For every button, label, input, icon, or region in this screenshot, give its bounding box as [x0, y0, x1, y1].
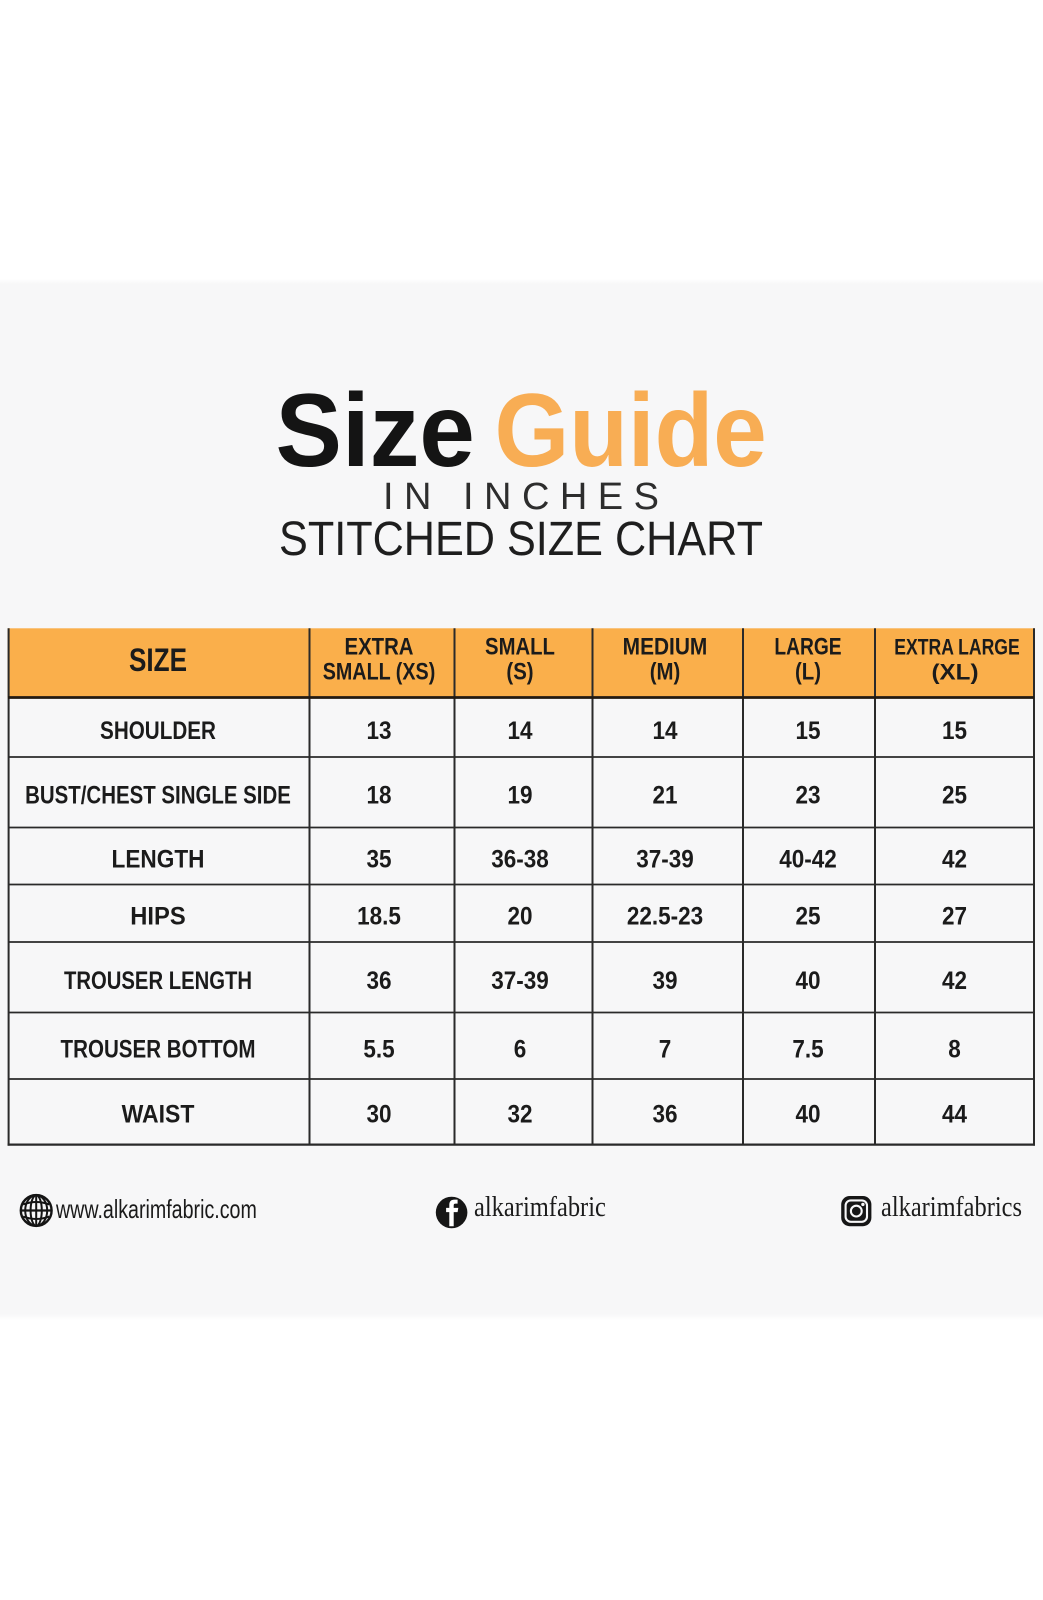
svg-text:42: 42 [942, 967, 967, 995]
svg-text:13: 13 [366, 717, 391, 745]
svg-text:TROUSER LENGTH: TROUSER LENGTH [64, 966, 252, 995]
svg-text:20: 20 [507, 902, 532, 930]
svg-text:LENGTH: LENGTH [112, 845, 205, 873]
svg-text:18.5: 18.5 [357, 902, 401, 930]
svg-text:5.5: 5.5 [363, 1035, 394, 1063]
svg-text:Size: Size [276, 372, 475, 488]
svg-text:IN INCHES: IN INCHES [383, 476, 659, 518]
svg-text:35: 35 [366, 845, 391, 873]
svg-text:39: 39 [652, 967, 677, 995]
svg-text:HIPS: HIPS [130, 903, 185, 931]
svg-text:40: 40 [795, 967, 820, 995]
svg-text:32: 32 [507, 1100, 532, 1128]
svg-text:44: 44 [942, 1100, 968, 1128]
svg-text:STITCHED SIZE CHART: STITCHED SIZE CHART [279, 512, 763, 566]
svg-text:25: 25 [942, 781, 967, 809]
svg-text:15: 15 [942, 717, 967, 745]
svg-text:36: 36 [652, 1100, 677, 1128]
svg-text:21: 21 [652, 781, 677, 809]
svg-text:18: 18 [366, 781, 391, 809]
svg-text:SMALL (XS): SMALL (XS) [323, 658, 436, 685]
svg-text:30: 30 [366, 1100, 391, 1128]
svg-text:(L): (L) [795, 658, 821, 685]
svg-text:37-39: 37-39 [491, 967, 549, 995]
svg-text:SIZE: SIZE [129, 644, 187, 679]
svg-text:27: 27 [942, 902, 967, 930]
svg-text:EXTRA LARGE: EXTRA LARGE [894, 636, 1019, 660]
svg-text:(S): (S) [506, 658, 533, 685]
svg-text:WAIST: WAIST [122, 1101, 195, 1129]
svg-text:7: 7 [659, 1035, 672, 1063]
svg-text:(XL): (XL) [931, 660, 978, 685]
svg-text:SHOULDER: SHOULDER [100, 716, 216, 744]
svg-text:36-38: 36-38 [491, 845, 549, 873]
svg-text:MEDIUM: MEDIUM [623, 633, 708, 660]
svg-text:14: 14 [652, 717, 678, 745]
svg-text:6: 6 [514, 1035, 527, 1063]
svg-text:40: 40 [795, 1100, 820, 1128]
svg-text:14: 14 [507, 717, 533, 745]
svg-text:7.5: 7.5 [792, 1035, 823, 1063]
svg-text:(M): (M) [650, 658, 681, 685]
svg-text:15: 15 [795, 717, 820, 745]
svg-text:www.alkarimfabric.com: www.alkarimfabric.com [55, 1194, 257, 1223]
svg-text:TROUSER BOTTOM: TROUSER BOTTOM [61, 1035, 256, 1063]
svg-text:25: 25 [795, 902, 820, 930]
svg-text:40-42: 40-42 [779, 845, 837, 873]
svg-text:36: 36 [366, 967, 391, 995]
svg-text:Guide: Guide [495, 373, 767, 489]
svg-text:42: 42 [942, 845, 967, 873]
svg-text:22.5-23: 22.5-23 [627, 902, 703, 930]
svg-text:alkarimfabric: alkarimfabric [474, 1190, 606, 1222]
svg-text:SMALL: SMALL [485, 633, 555, 660]
svg-text:19: 19 [507, 781, 532, 809]
svg-text:23: 23 [795, 781, 820, 809]
svg-text:LARGE: LARGE [774, 632, 841, 660]
svg-text:8: 8 [948, 1035, 961, 1063]
svg-text:37-39: 37-39 [636, 845, 694, 873]
svg-text:alkarimfabrics: alkarimfabrics [881, 1190, 1022, 1222]
svg-text:EXTRA: EXTRA [344, 633, 413, 660]
svg-text:BUST/CHEST SINGLE SIDE: BUST/CHEST SINGLE SIDE [25, 781, 291, 809]
